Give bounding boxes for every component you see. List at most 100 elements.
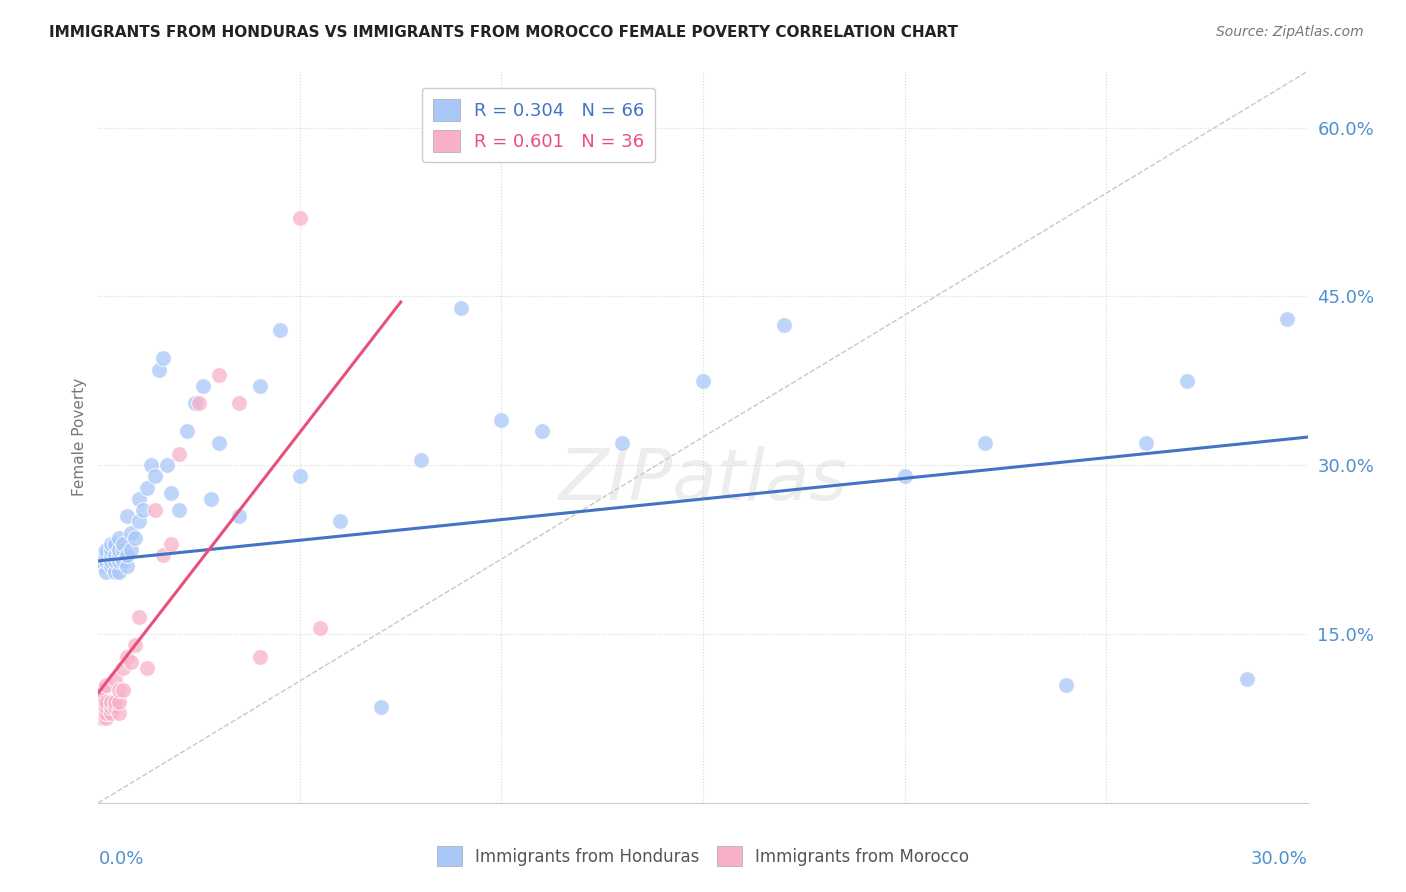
Point (103, 554, 125, 568)
Point (269, 323, 291, 337)
Point (612, 435, 634, 450)
Point (893, 469, 915, 483)
Point (450, 301, 472, 315)
Point (91, 548, 114, 562)
Point (111, 683, 134, 698)
Point (115, 548, 138, 562)
Text: 0.0%: 0.0% (98, 850, 143, 868)
Point (103, 565, 125, 579)
Text: ZIPatlas: ZIPatlas (558, 447, 848, 516)
Point (160, 537, 183, 551)
Point (124, 532, 146, 546)
Point (96, 554, 118, 568)
Point (107, 694, 129, 708)
Point (96, 678, 118, 692)
Point (1175, 374, 1198, 388)
Point (152, 548, 174, 562)
Point (107, 532, 129, 546)
Point (107, 548, 129, 562)
Point (100, 694, 122, 708)
Point (208, 435, 231, 450)
Point (208, 368, 231, 383)
Point (91, 711, 114, 725)
Point (100, 537, 122, 551)
Point (288, 469, 311, 483)
Point (139, 458, 162, 473)
Point (143, 503, 166, 517)
Point (228, 396, 250, 410)
Point (692, 374, 714, 388)
Point (120, 542, 142, 557)
Legend: R = 0.304   N = 66, R = 0.601   N = 36: R = 0.304 N = 66, R = 0.601 N = 36 (422, 87, 655, 162)
Legend: Immigrants from Honduras, Immigrants from Morocco: Immigrants from Honduras, Immigrants fro… (430, 839, 976, 873)
Point (135, 481, 157, 495)
Point (152, 351, 174, 366)
Point (96, 711, 118, 725)
Point (103, 700, 125, 714)
Point (530, 425, 553, 439)
Point (103, 537, 125, 551)
Point (409, 452, 432, 467)
Point (103, 694, 125, 708)
Point (115, 508, 138, 523)
Text: IMMIGRANTS FROM HONDURAS VS IMMIGRANTS FROM MOROCCO FEMALE POVERTY CORRELATION C: IMMIGRANTS FROM HONDURAS VS IMMIGRANTS F… (49, 25, 959, 40)
Point (100, 706, 122, 720)
Point (160, 486, 183, 500)
Point (111, 537, 134, 551)
Point (1277, 312, 1299, 326)
Point (96, 542, 118, 557)
Point (309, 621, 332, 635)
Point (115, 559, 138, 574)
Point (96, 565, 118, 579)
Point (120, 655, 142, 669)
Point (107, 542, 129, 557)
Point (100, 554, 122, 568)
Point (200, 491, 222, 506)
Point (1236, 672, 1258, 686)
Point (329, 515, 352, 529)
Point (107, 554, 129, 568)
Point (128, 610, 150, 624)
Point (111, 661, 134, 675)
Point (128, 491, 150, 506)
Point (176, 425, 198, 439)
Point (91, 559, 114, 574)
Text: 30.0%: 30.0% (1251, 850, 1308, 868)
Point (107, 706, 129, 720)
Point (193, 379, 215, 393)
Point (167, 503, 190, 517)
Point (115, 649, 138, 664)
Point (188, 396, 211, 410)
Point (124, 638, 146, 652)
Point (974, 435, 997, 450)
Point (96, 694, 118, 708)
Point (91, 554, 114, 568)
Point (91, 706, 114, 720)
Point (96, 548, 118, 562)
Point (103, 548, 125, 562)
Point (132, 503, 155, 517)
Point (103, 672, 125, 686)
Point (491, 413, 513, 427)
Point (91, 689, 114, 703)
Point (156, 458, 179, 473)
Point (143, 469, 166, 483)
Point (128, 515, 150, 529)
Point (249, 649, 271, 664)
Point (100, 548, 122, 562)
Text: Source: ZipAtlas.com: Source: ZipAtlas.com (1216, 25, 1364, 39)
Y-axis label: Female Poverty: Female Poverty (72, 378, 87, 496)
Point (249, 379, 271, 393)
Point (111, 542, 134, 557)
Point (184, 396, 207, 410)
Point (107, 565, 129, 579)
Point (100, 559, 122, 574)
Point (120, 525, 142, 540)
Point (1135, 435, 1157, 450)
Point (228, 508, 250, 523)
Point (100, 542, 122, 557)
Point (772, 318, 794, 332)
Point (288, 211, 311, 225)
Point (96, 706, 118, 720)
Point (148, 362, 170, 376)
